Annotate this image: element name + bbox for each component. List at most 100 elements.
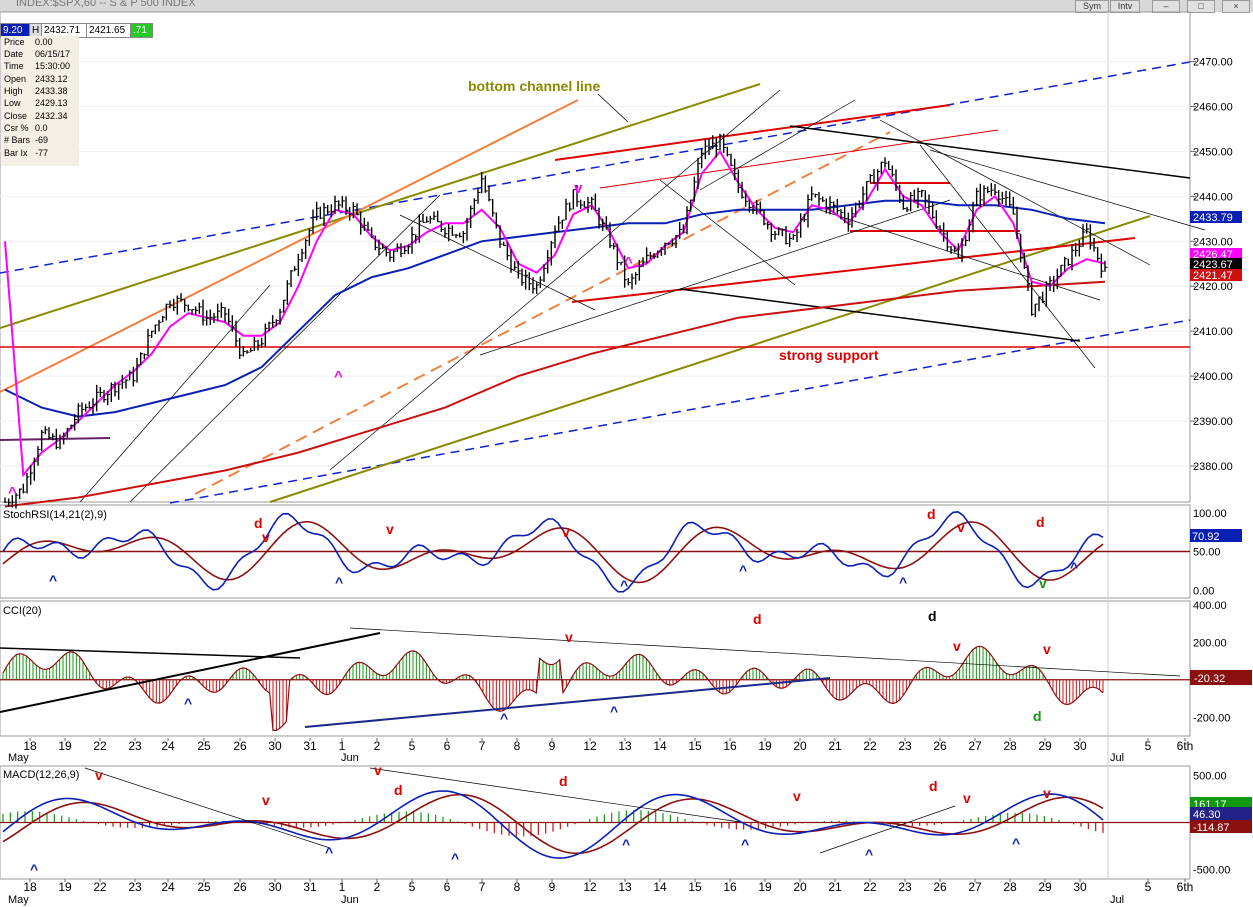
- date-tick-label: 26: [933, 739, 947, 753]
- date-tick-label: 30: [268, 880, 282, 894]
- upper-blue-dash-trendline: [0, 61, 1191, 274]
- orange-dash-trendline: [194, 131, 891, 495]
- macd-axis-label: -500.00: [1193, 865, 1230, 877]
- price-axis-label: 2430.00: [1193, 236, 1233, 248]
- info-row: Low 2429.13: [4, 98, 68, 108]
- cci-line: [2, 645, 1104, 732]
- date-tick-label: 7: [479, 880, 486, 894]
- cci-marker: d: [753, 611, 762, 627]
- cci-thin-trendline: [349, 627, 1181, 677]
- macd-marker: v: [95, 767, 103, 783]
- macd-marker: ^: [865, 846, 873, 862]
- stochrsi-marker: ^: [620, 577, 628, 593]
- stochrsi-main-line: [2, 510, 1104, 593]
- purple-short-line: [0, 437, 111, 441]
- black-bottom-trendline: [679, 288, 1081, 342]
- cci-axis-label: 200.00: [1193, 637, 1227, 649]
- date-tick-label: 6: [444, 880, 451, 894]
- date-tick-label: 21: [828, 880, 842, 894]
- macd-marker: v: [374, 762, 382, 778]
- date-tick-label: 14: [653, 880, 667, 894]
- strong-support-label: strong support: [779, 347, 879, 363]
- price-v-marker: v: [574, 180, 583, 197]
- price-caret-marker-3: ^: [8, 484, 17, 501]
- date-tick-label: 13: [618, 739, 632, 753]
- date-tick-label: 28: [1003, 739, 1017, 753]
- date-tick-label: 30: [268, 739, 282, 753]
- olive-bottom-trendline: [269, 215, 1151, 503]
- date-tick-label: 30: [1073, 880, 1087, 894]
- price-bars: [4, 133, 1108, 509]
- date-tick-label: 31: [303, 739, 317, 753]
- macd-marker: v: [963, 790, 971, 806]
- macd-axis-label: 500.00: [1193, 770, 1227, 782]
- price-badge-label: 2433.79: [1193, 212, 1233, 224]
- stochrsi-marker: ^: [49, 572, 57, 588]
- date-tick-label: 24: [161, 880, 175, 894]
- stochrsi-marker: ^: [1070, 559, 1078, 575]
- date-tick-label: 25: [197, 880, 211, 894]
- thin-fan-line-7: [879, 119, 1151, 266]
- cci-marker: ^: [500, 710, 508, 726]
- info-row: Close 2432.34: [4, 111, 68, 121]
- price-axis-label: 2380.00: [1193, 461, 1233, 473]
- date-tick-label: 2: [374, 739, 381, 753]
- date-tick-label: 5: [409, 739, 416, 753]
- close-button[interactable]: ×: [1222, 0, 1250, 13]
- cci-marker: ^: [184, 695, 192, 711]
- date-tick-label: 6th: [1177, 880, 1194, 894]
- price-badge-label: 2423.67: [1193, 259, 1233, 271]
- price-badge-label: 2421.47: [1193, 270, 1233, 282]
- date-tick-label: 22: [863, 880, 877, 894]
- quote-change: .71: [130, 23, 153, 38]
- macd-thin-trendline-1: [84, 767, 331, 849]
- date-tick-label: 23: [898, 880, 912, 894]
- red-lower-channel: [571, 237, 1136, 303]
- thin-fan-line-9: [929, 149, 1206, 231]
- thin-fan-line-1: [79, 284, 271, 503]
- date-tick-label: 19: [758, 880, 772, 894]
- date-tick-label: 5: [1145, 739, 1152, 753]
- macd-marker: v: [1043, 785, 1051, 801]
- stochrsi-marker: d: [927, 506, 936, 522]
- date-tick-label: 12: [583, 880, 597, 894]
- stochrsi-marker: v: [957, 519, 965, 535]
- stochrsi-marker: d: [254, 515, 263, 531]
- cci-marker: d: [928, 608, 937, 624]
- thin-fan-line-5: [699, 99, 856, 191]
- cci-axis-label: 400.00: [1193, 600, 1227, 612]
- ma-fast-line: [4, 149, 1106, 478]
- info-row: # Bars -69: [4, 135, 49, 145]
- cci-marker: v: [565, 629, 573, 645]
- date-tick-label: 26: [233, 880, 247, 894]
- stochrsi-marker: v: [386, 521, 394, 537]
- date-month-label: May: [8, 752, 29, 764]
- price-axis-label: 2470.00: [1193, 56, 1233, 68]
- stochrsi-marker: ^: [899, 574, 907, 590]
- macd-marker: ^: [451, 850, 459, 866]
- price-axis-label: 2390.00: [1193, 416, 1233, 428]
- date-tick-label: 15: [688, 880, 702, 894]
- quote-low: 2421.65: [86, 23, 132, 38]
- macd-marker: ^: [741, 836, 749, 852]
- stochrsi-axis: 0.00 50.00 100.00 70.92: [1190, 508, 1242, 597]
- cci-axis-label: -200.00: [1193, 712, 1230, 724]
- info-row: Bar Ix -77: [4, 148, 49, 158]
- macd-main-line: [2, 790, 1104, 859]
- date-month-label: Jul: [1110, 894, 1124, 906]
- macd-badge-label: 46.30: [1193, 809, 1221, 821]
- date-tick-label: 1: [339, 880, 346, 894]
- date-tick-label: 6th: [1177, 739, 1194, 753]
- date-tick-label: 14: [653, 739, 667, 753]
- date-tick-label: 25: [197, 739, 211, 753]
- date-tick-label: 22: [93, 739, 107, 753]
- date-tick-label: 13: [618, 880, 632, 894]
- maximize-button[interactable]: □: [1187, 0, 1215, 13]
- macd-marker: ^: [1012, 835, 1020, 851]
- date-tick-label: 22: [93, 880, 107, 894]
- date-tick-label: 29: [1038, 880, 1052, 894]
- date-tick-label: 2: [374, 880, 381, 894]
- date-tick-label: 27: [968, 739, 982, 753]
